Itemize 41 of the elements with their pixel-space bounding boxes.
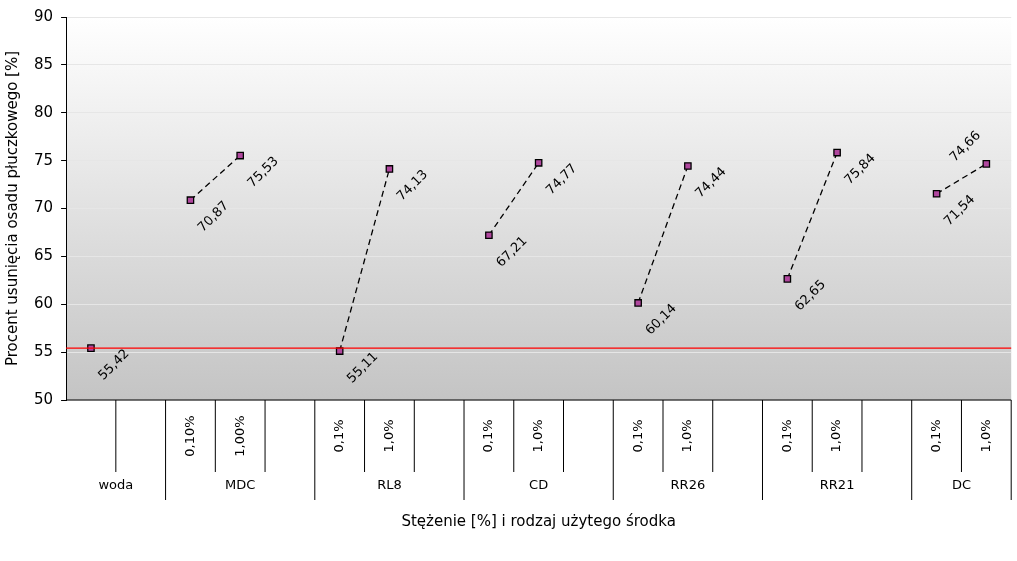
y-tick-label: 60 xyxy=(33,294,54,313)
point xyxy=(684,162,692,170)
y-tick-label: 65 xyxy=(33,246,54,265)
x-tick-label: 0,10% xyxy=(181,415,197,457)
text: MDC xyxy=(225,477,256,493)
x-axis-title: Stężenie [%] i rodzaj użytego środka xyxy=(401,511,676,530)
point xyxy=(534,159,543,167)
x-tick-label: 0,1% xyxy=(629,419,645,453)
x-tick-label: 1,0% xyxy=(828,419,844,453)
x-tick-label: 0,1% xyxy=(331,419,347,453)
point xyxy=(783,275,792,283)
text: RR21 xyxy=(819,477,855,493)
point xyxy=(932,189,941,198)
y-tick-label: 50 xyxy=(33,389,54,408)
text: RL8 xyxy=(377,477,402,493)
x-tick-label: 1,0% xyxy=(977,419,993,453)
y-tick-label: 55 xyxy=(33,342,54,361)
point xyxy=(485,231,493,240)
x-tick-label: 1,0% xyxy=(530,419,546,453)
x-tick-label: 0,1% xyxy=(778,419,794,453)
x-tick-label: 1,00% xyxy=(231,415,247,457)
y-axis-title: Procent usunięcia osadu płuczkowego [%] xyxy=(2,50,21,367)
y-tick-label: 85 xyxy=(33,54,54,73)
text: woda xyxy=(98,477,134,493)
point xyxy=(634,299,642,307)
y-tick-label: 70 xyxy=(33,198,54,217)
point xyxy=(186,196,195,204)
y-tick-label: 75 xyxy=(33,150,54,169)
y-tick-label: 80 xyxy=(33,102,54,121)
point xyxy=(236,151,245,160)
x-tick-label: 0,1% xyxy=(927,419,943,453)
x-tick-label: 1,0% xyxy=(679,419,695,453)
point xyxy=(833,148,841,157)
point xyxy=(982,160,991,168)
text: RR26 xyxy=(670,477,706,493)
x-tick-label: 1,0% xyxy=(380,419,396,453)
text: CD xyxy=(529,477,549,493)
y-tick-label: 90 xyxy=(33,6,54,25)
x-tick-label: 0,1% xyxy=(480,419,496,453)
text: DC xyxy=(951,477,971,493)
point xyxy=(385,165,394,173)
